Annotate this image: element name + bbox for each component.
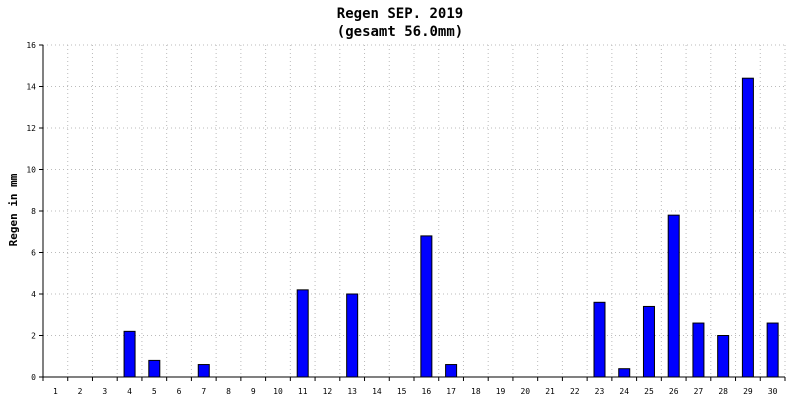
y-tick-label: 14 [26, 83, 36, 92]
bar-day-29 [741, 77, 754, 378]
x-tick-label: 5 [152, 387, 157, 396]
y-tick-label: 12 [26, 124, 36, 133]
bar-day-4 [123, 330, 136, 378]
y-tick-label: 2 [31, 332, 36, 341]
axes [39, 44, 786, 381]
x-tick-label: 16 [422, 387, 432, 396]
x-tick-label: 2 [78, 387, 83, 396]
x-tick-label: 1 [53, 387, 58, 396]
bars [123, 77, 779, 378]
x-tick-label: 20 [520, 387, 530, 396]
x-tick-label: 26 [669, 387, 679, 396]
x-tick-label: 29 [743, 387, 753, 396]
x-tick-label: 22 [570, 387, 580, 396]
x-tick-label: 10 [273, 387, 283, 396]
y-tick-label: 10 [26, 166, 36, 175]
bar-day-27 [692, 322, 705, 378]
x-tick-label: 9 [251, 387, 256, 396]
bar-day-28 [717, 335, 730, 378]
x-tick-label: 30 [768, 387, 778, 396]
x-tick-label: 27 [694, 387, 704, 396]
x-tick-label: 18 [471, 387, 481, 396]
bar-day-11 [296, 289, 309, 378]
y-tick-label: 0 [31, 373, 36, 382]
chart-subtitle: (gesamt 56.0mm) [337, 24, 463, 40]
x-tick-label: 24 [619, 387, 629, 396]
x-tick-label: 19 [496, 387, 506, 396]
x-tick-label: 15 [397, 387, 407, 396]
y-tick-label: 8 [31, 207, 36, 216]
bar-day-25 [642, 305, 655, 378]
chart-title: Regen SEP. 2019 [337, 6, 463, 22]
bar-day-17 [445, 364, 458, 378]
x-tick-label: 4 [127, 387, 132, 396]
x-tick-label: 14 [372, 387, 382, 396]
y-axis-label: Regen in mm [7, 173, 20, 246]
bar-day-23 [593, 301, 606, 378]
bar-day-7 [197, 364, 210, 378]
x-tick-label: 11 [298, 387, 308, 396]
x-tick-label: 17 [446, 387, 456, 396]
y-tick-label: 6 [31, 249, 36, 258]
x-tick-label: 3 [102, 387, 107, 396]
x-tick-label: 8 [226, 387, 231, 396]
x-tick-label: 23 [595, 387, 605, 396]
bar-day-16 [420, 235, 433, 378]
y-tick-label: 4 [31, 290, 36, 299]
bar-day-24 [618, 368, 631, 378]
x-tick-label: 12 [323, 387, 333, 396]
bar-day-5 [148, 359, 161, 378]
x-tick-label: 6 [177, 387, 182, 396]
grid-lines [43, 44, 786, 377]
x-tick-label: 13 [347, 387, 357, 396]
y-tick-label: 16 [26, 41, 36, 50]
bar-day-30 [766, 322, 779, 378]
x-tick-label: 21 [545, 387, 555, 396]
x-tick-label: 28 [718, 387, 728, 396]
x-tick-label: 7 [201, 387, 206, 396]
bar-day-13 [346, 293, 359, 378]
bar-day-26 [667, 214, 680, 378]
x-tick-label: 25 [644, 387, 654, 396]
